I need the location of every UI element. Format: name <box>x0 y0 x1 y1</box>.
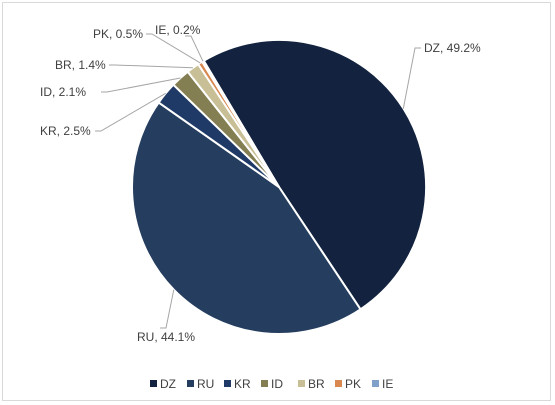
legend-label-kr: KR <box>234 377 251 391</box>
leader-line-kr <box>95 92 166 132</box>
legend-swatch-ie <box>372 380 379 387</box>
data-label-pk: PK, 0.5% <box>93 27 143 41</box>
pie-slice-ru <box>130 101 362 335</box>
data-label-dz: DZ, 49.2% <box>424 41 481 55</box>
legend-swatch-dz <box>150 380 157 387</box>
data-labels: DZ, 49.2% RU, 44.1% KR, 2.5% ID, 2.1% BR, 1.… <box>40 23 481 344</box>
leader-lines <box>95 33 421 329</box>
legend-label-br: BR <box>308 377 325 391</box>
legend-swatch-id <box>261 380 268 387</box>
leader-line-pk <box>146 33 201 64</box>
data-label-ru: RU, 44.1% <box>137 330 195 344</box>
legend-swatch-ru <box>187 380 194 387</box>
data-label-br: BR, 1.4% <box>55 58 106 72</box>
leader-line-dz <box>402 47 421 109</box>
legend-label-ie: IE <box>382 377 393 391</box>
data-label-ie: IE, 0.2% <box>155 23 201 37</box>
leader-line-br <box>109 64 193 69</box>
leader-line-ie <box>185 35 204 62</box>
legend-label-id: ID <box>271 377 283 391</box>
pie-chart: DZ, 49.2% RU, 44.1% KR, 2.5% ID, 2.1% BR, 1.… <box>40 23 481 391</box>
data-label-id: ID, 2.1% <box>40 85 86 99</box>
data-label-kr: KR, 2.5% <box>40 124 91 138</box>
pie-slice-ie <box>200 59 280 188</box>
legend-label-ru: RU <box>197 377 214 391</box>
legend-swatch-br <box>298 380 305 387</box>
leader-line-id <box>101 77 181 93</box>
legend-label-dz: DZ <box>160 377 176 391</box>
pie-slices <box>130 38 428 335</box>
chart-frame: DZ, 49.2% RU, 44.1% KR, 2.5% ID, 2.1% BR, 1.… <box>2 2 551 401</box>
leader-line-ru <box>160 289 175 329</box>
legend-label-pk: PK <box>345 377 361 391</box>
legend: DZ RU KR ID BR PK IE <box>150 377 393 391</box>
legend-swatch-pk <box>335 380 342 387</box>
legend-swatch-kr <box>224 380 231 387</box>
